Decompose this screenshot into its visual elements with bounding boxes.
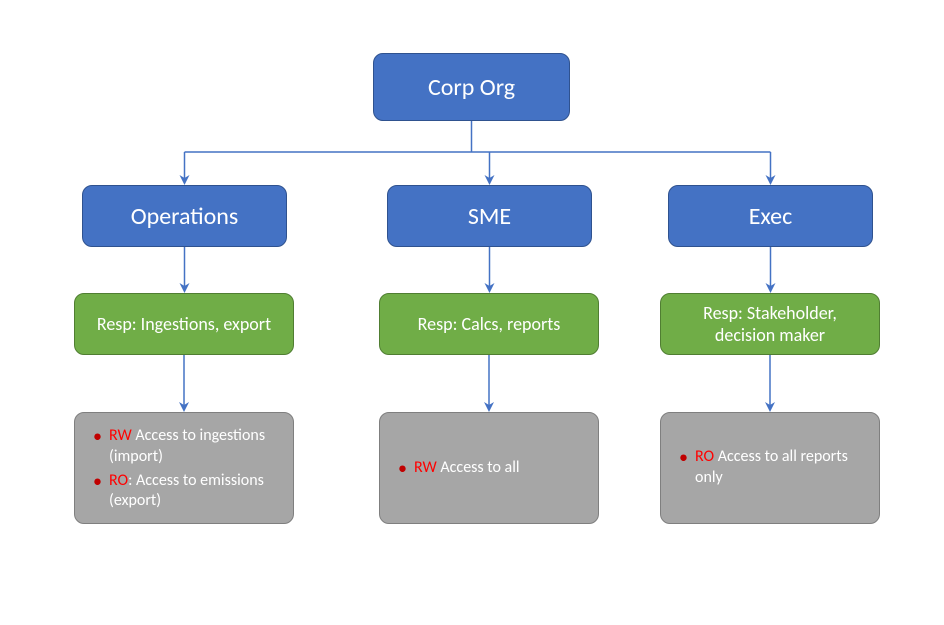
ro-tag: RO <box>695 447 714 466</box>
node-root: Corp Org <box>373 53 570 121</box>
node-access-operations: RW Access to ingestions (import) RO: Acc… <box>74 412 294 524</box>
node-resp-exec: Resp: Stakeholder, decision maker <box>660 293 880 355</box>
access-text: Access to all <box>437 458 520 477</box>
node-exec-label: Exec <box>749 202 793 231</box>
access-text: Access to ingestions (import) <box>109 426 265 466</box>
access-bullet: RO Access to all reports only <box>675 447 865 489</box>
node-sme-label: SME <box>468 202 511 231</box>
ro-tag: RO <box>109 471 128 490</box>
access-bullet: RO: Access to emissions (export) <box>89 471 279 513</box>
node-operations-label: Operations <box>131 202 239 231</box>
access-text: : Access to emissions (export) <box>109 471 264 511</box>
access-bullet: RW Access to ingestions (import) <box>89 426 279 468</box>
node-resp-exec-label: Resp: Stakeholder, decision maker <box>671 302 869 346</box>
access-text: Access to all reports only <box>695 447 848 487</box>
node-sme: SME <box>387 185 592 247</box>
node-operations: Operations <box>82 185 287 247</box>
rw-tag: RW <box>109 426 132 445</box>
node-exec: Exec <box>668 185 873 247</box>
node-resp-sme: Resp: Calcs, reports <box>379 293 599 355</box>
node-resp-sme-label: Resp: Calcs, reports <box>418 313 561 335</box>
access-bullet: RW Access to all <box>394 458 584 479</box>
node-resp-operations-label: Resp: Ingestions, export <box>97 313 271 335</box>
node-resp-operations: Resp: Ingestions, export <box>74 293 294 355</box>
node-access-exec: RO Access to all reports only <box>660 412 880 524</box>
node-root-label: Corp Org <box>428 73 515 102</box>
rw-tag: RW <box>414 458 437 477</box>
node-access-sme: RW Access to all <box>379 412 599 524</box>
